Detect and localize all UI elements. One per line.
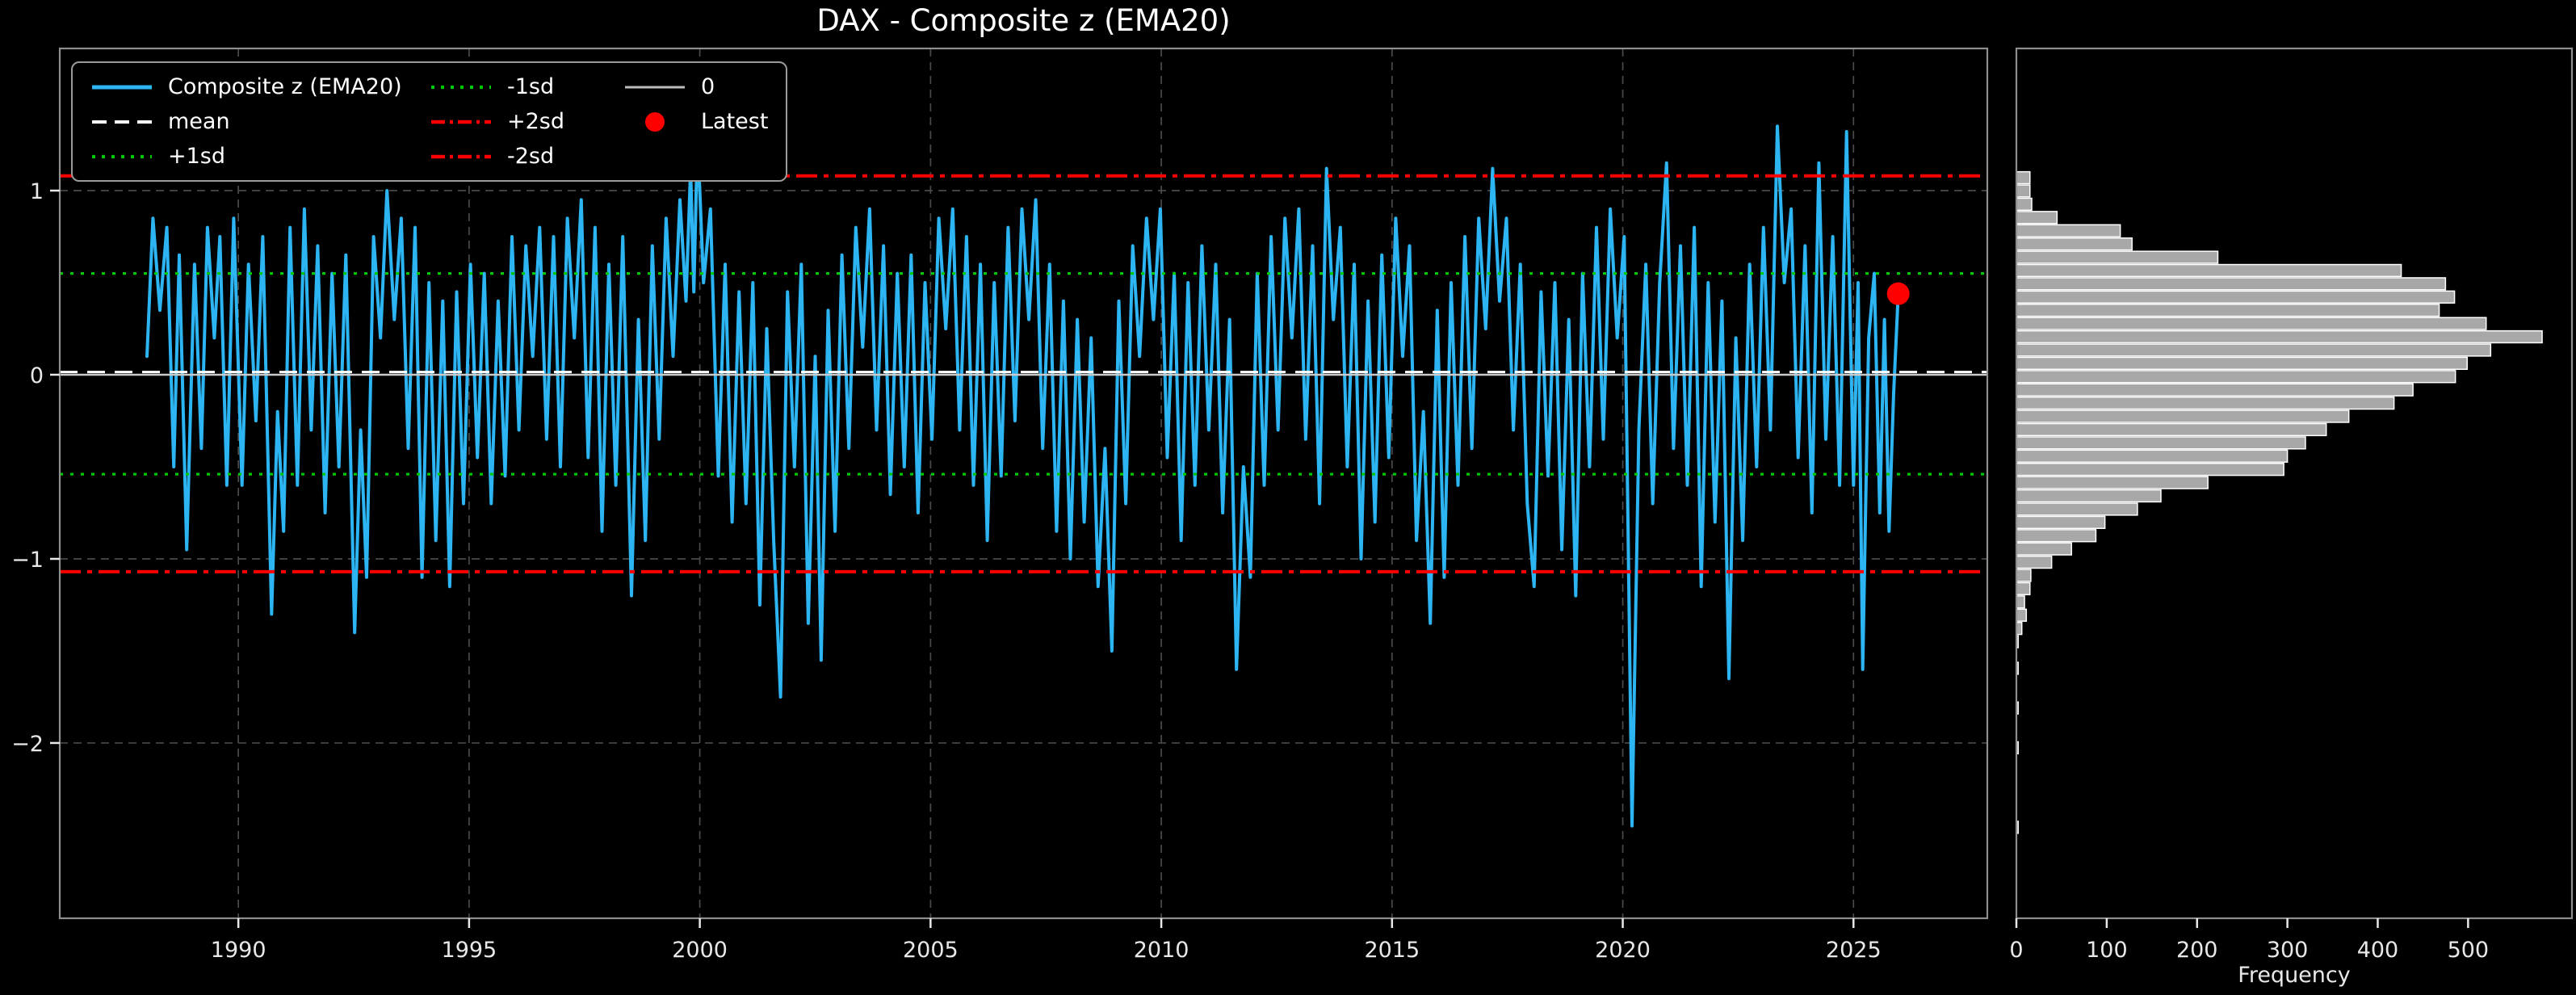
- legend-label: Composite z (EMA20): [168, 74, 402, 99]
- histogram-bar: [2016, 184, 2031, 198]
- histogram-bar: [2016, 317, 2487, 330]
- line-swatch-cyan-icon: [92, 85, 152, 89]
- histogram-bar: [2016, 529, 2097, 543]
- histogram-bar: [2016, 263, 2402, 278]
- line-swatch-green-dotted-icon: [431, 85, 491, 89]
- legend-label: +2sd: [507, 109, 565, 134]
- hist-x-tick-label: 300: [2267, 938, 2309, 963]
- histogram-bar: [2016, 515, 2106, 529]
- histogram-bar: [2016, 197, 2033, 212]
- histogram-bar: [2016, 290, 2456, 304]
- hist-x-tick-label: 0: [2009, 938, 2023, 963]
- x-tick-label: 2025: [1826, 938, 1882, 963]
- histogram-bar: [2016, 330, 2543, 344]
- x-tick-label: 2010: [1134, 938, 1189, 963]
- histogram-bar: [2016, 569, 2032, 582]
- histogram-bar: [2016, 476, 2209, 489]
- histogram-bar: [2016, 304, 2440, 317]
- line-swatch-red-dashdot-icon: [431, 120, 491, 124]
- histogram-bar: [2016, 409, 2350, 423]
- histogram-bar: [2016, 370, 2456, 384]
- x-tick-label: 1990: [211, 938, 266, 963]
- histogram-bar: [2016, 581, 2031, 596]
- legend-item-minus1sd: -1sd: [430, 74, 623, 99]
- histogram-bar: [2016, 449, 2289, 463]
- x-tick-label: 2000: [672, 938, 728, 963]
- histogram-bar: [2016, 489, 2162, 503]
- timeseries-panel-border: [58, 47, 1989, 920]
- y-tick-label: −1: [11, 548, 44, 573]
- histogram-bar: [2016, 608, 2028, 622]
- legend-item-zero: 0: [623, 74, 768, 99]
- histogram-bar: [2016, 396, 2395, 410]
- hist-x-tick-label: 200: [2176, 938, 2218, 963]
- histogram-panel-border: [2015, 47, 2574, 920]
- legend-label: 0: [701, 74, 715, 99]
- histogram-bar: [2016, 211, 2058, 225]
- histogram-bar: [2016, 237, 2133, 251]
- histogram-bar: [2016, 277, 2447, 291]
- legend: Composite z (EMA20) mean +1sd -1sd +2sd …: [71, 61, 788, 182]
- line-swatch-green-dotted-icon: [92, 154, 152, 158]
- histogram-bar: [2016, 422, 2327, 437]
- legend-label: mean: [168, 109, 230, 134]
- legend-item-plus2sd: +2sd: [430, 109, 623, 134]
- legend-label: Latest: [701, 109, 769, 134]
- histogram-bar: [2016, 542, 2072, 556]
- legend-item-composite: Composite z (EMA20): [90, 74, 430, 99]
- histogram-bar: [2016, 463, 2284, 477]
- y-tick-label: 1: [30, 179, 44, 204]
- histogram-bar: [2016, 170, 2031, 185]
- y-tick-label: −2: [11, 732, 44, 757]
- histogram-bar: [2016, 343, 2492, 357]
- line-swatch-red-dashdot-icon: [431, 154, 491, 158]
- legend-item-latest: Latest: [623, 109, 768, 134]
- histogram-bar: [2016, 436, 2306, 450]
- x-tick-label: 1995: [442, 938, 497, 963]
- line-swatch-white-dashed-icon: [92, 120, 152, 124]
- histogram-bar: [2016, 595, 2025, 609]
- histogram-bar: [2016, 555, 2053, 569]
- x-tick-label: 2005: [903, 938, 959, 963]
- histogram-bar: [2016, 356, 2468, 371]
- y-tick-label: 0: [30, 363, 44, 388]
- histogram-bar: [2016, 502, 2138, 516]
- histogram-bar: [2016, 250, 2219, 264]
- hist-x-tick-label: 500: [2448, 938, 2490, 963]
- legend-label: -2sd: [507, 144, 555, 169]
- line-swatch-gray-icon: [625, 86, 685, 88]
- legend-label: +1sd: [168, 144, 226, 169]
- legend-item-mean: mean: [90, 109, 430, 134]
- histogram-bar: [2016, 383, 2414, 397]
- hist-x-tick-label: 400: [2357, 938, 2399, 963]
- hist-xlabel: Frequency: [2238, 963, 2351, 988]
- chart-title: DAX - Composite z (EMA20): [816, 3, 1231, 38]
- histogram-bar: [2016, 224, 2121, 237]
- hist-x-tick-label: 100: [2086, 938, 2128, 963]
- x-tick-label: 2020: [1595, 938, 1651, 963]
- legend-label: -1sd: [507, 74, 555, 99]
- legend-item-minus2sd: -2sd: [430, 144, 623, 169]
- composite-z-line: [145, 124, 1900, 828]
- red-dot-icon: [645, 111, 665, 132]
- legend-item-plus1sd: +1sd: [90, 144, 430, 169]
- latest-marker: [1886, 282, 1910, 305]
- x-tick-label: 2015: [1364, 938, 1420, 963]
